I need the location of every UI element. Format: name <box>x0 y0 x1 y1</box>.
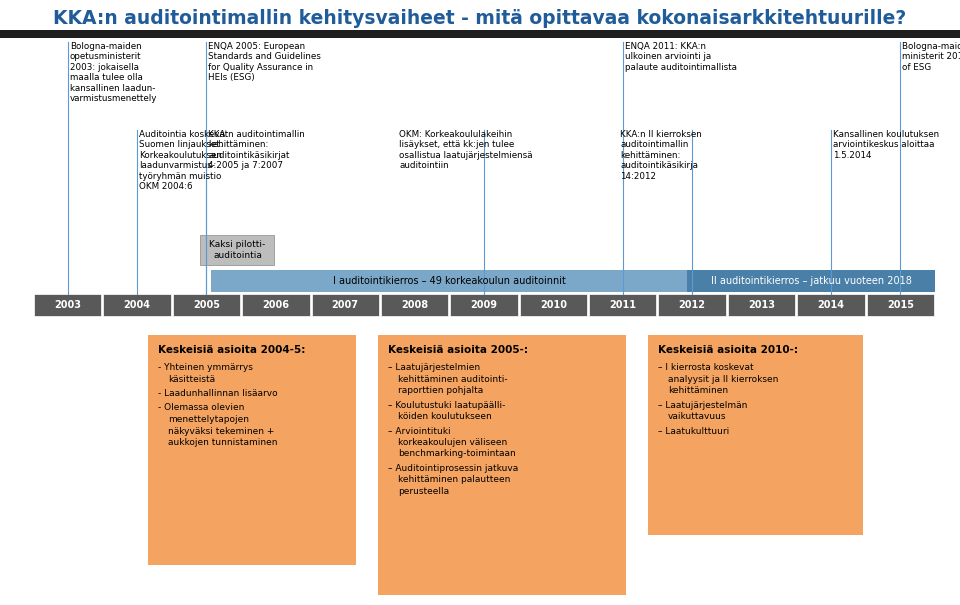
FancyBboxPatch shape <box>687 270 935 292</box>
Text: menettelytapojen: menettelytapojen <box>168 415 249 424</box>
Text: - Yhteinen ymmärrys: - Yhteinen ymmärrys <box>158 363 252 372</box>
Text: 2009: 2009 <box>470 300 497 310</box>
Text: analyysit ja II kierroksen: analyysit ja II kierroksen <box>668 374 779 384</box>
Text: ENQA 2011: KKA:n
ulkoinen arviointi ja
palaute auditointimallista: ENQA 2011: KKA:n ulkoinen arviointi ja p… <box>625 42 736 72</box>
Text: Keskeisiä asioita 2005-:: Keskeisiä asioita 2005-: <box>388 345 528 355</box>
Text: Keskeisiä asioita 2004-5:: Keskeisiä asioita 2004-5: <box>158 345 305 355</box>
Text: 2014: 2014 <box>817 300 845 310</box>
Text: – Laatujärjestelmän: – Laatujärjestelmän <box>658 401 748 410</box>
Text: 2015: 2015 <box>887 300 914 310</box>
FancyBboxPatch shape <box>312 294 379 316</box>
Text: Keskeisiä asioita 2010-:: Keskeisiä asioita 2010-: <box>658 345 798 355</box>
FancyBboxPatch shape <box>242 294 309 316</box>
Text: – I kierrosta koskevat: – I kierrosta koskevat <box>658 363 754 372</box>
Text: – Koulutustuki laatupäälli-: – Koulutustuki laatupäälli- <box>388 401 505 410</box>
Text: aukkojen tunnistaminen: aukkojen tunnistaminen <box>168 438 277 447</box>
Text: KKA:n auditointimallin
kehittäminen:
auditointikäsikirjat
4:2005 ja 7:2007: KKA:n auditointimallin kehittäminen: aud… <box>208 130 305 170</box>
FancyBboxPatch shape <box>589 294 657 316</box>
FancyBboxPatch shape <box>519 294 588 316</box>
FancyBboxPatch shape <box>659 294 726 316</box>
Text: näkyväksi tekeminen +: näkyväksi tekeminen + <box>168 427 275 436</box>
Text: vaikuttavuus: vaikuttavuus <box>668 412 727 421</box>
Text: - Olemassa olevien: - Olemassa olevien <box>158 404 245 413</box>
Text: benchmarking-toimintaan: benchmarking-toimintaan <box>398 450 516 459</box>
Text: 2003: 2003 <box>54 300 82 310</box>
Text: korkeakoulujen väliseen: korkeakoulujen väliseen <box>398 438 507 447</box>
Text: Kaksi pilotti-
auditointia: Kaksi pilotti- auditointia <box>209 240 266 260</box>
Text: - Laadunhallinnan lisäarvo: - Laadunhallinnan lisäarvo <box>158 389 277 398</box>
Text: – Laatujärjestelmien: – Laatujärjestelmien <box>388 363 480 372</box>
FancyBboxPatch shape <box>867 294 934 316</box>
Text: 2010: 2010 <box>540 300 567 310</box>
Text: 2007: 2007 <box>332 300 359 310</box>
Text: KKA:n II kierroksen
auditointimallin
kehittäminen:
auditointikäsikirja
14:2012: KKA:n II kierroksen auditointimallin keh… <box>620 130 702 181</box>
Text: I auditointikierros – 49 korkeakoulun auditoinnit: I auditointikierros – 49 korkeakoulun au… <box>333 276 565 286</box>
FancyBboxPatch shape <box>381 294 448 316</box>
FancyBboxPatch shape <box>797 294 865 316</box>
FancyBboxPatch shape <box>201 235 275 265</box>
Text: 2006: 2006 <box>262 300 289 310</box>
FancyBboxPatch shape <box>0 30 960 38</box>
FancyBboxPatch shape <box>648 335 863 535</box>
Text: kehittäminen: kehittäminen <box>668 386 728 395</box>
FancyBboxPatch shape <box>148 335 356 565</box>
Text: käsitteistä: käsitteistä <box>168 374 215 384</box>
FancyBboxPatch shape <box>450 294 517 316</box>
FancyBboxPatch shape <box>34 294 102 316</box>
Text: raporttien pohjalta: raporttien pohjalta <box>398 386 483 395</box>
FancyBboxPatch shape <box>378 335 626 595</box>
Text: 2004: 2004 <box>124 300 151 310</box>
Text: kehittäminen palautteen: kehittäminen palautteen <box>398 476 511 485</box>
Text: – Auditointiprosessin jatkuva: – Auditointiprosessin jatkuva <box>388 464 518 473</box>
Text: Kansallinen koulutuksen
arviointikeskus aloittaa
1.5.2014: Kansallinen koulutuksen arviointikeskus … <box>833 130 939 160</box>
Text: II auditointikierros – jatkuu vuoteen 2018: II auditointikierros – jatkuu vuoteen 20… <box>710 276 911 286</box>
Text: Bologna-maiden
opetusministerit
2003: jokaisella
maalla tulee olla
kansallinen l: Bologna-maiden opetusministerit 2003: jo… <box>70 42 157 103</box>
Text: Bologna-maiden opetus-
ministerit 2015: Revision
of ESG: Bologna-maiden opetus- ministerit 2015: … <box>902 42 960 72</box>
FancyBboxPatch shape <box>173 294 240 316</box>
Text: 2008: 2008 <box>401 300 428 310</box>
Text: Auditointia koskevat
Suomen linjaukset:
Korkeakoulutuksen
laadunvarmistus-
työry: Auditointia koskevat Suomen linjaukset: … <box>139 130 228 191</box>
Text: 2013: 2013 <box>748 300 775 310</box>
Text: 2011: 2011 <box>610 300 636 310</box>
Text: 2012: 2012 <box>679 300 706 310</box>
Text: 2005: 2005 <box>193 300 220 310</box>
Text: perusteella: perusteella <box>398 487 449 496</box>
Text: ENQA 2005: European
Standards and Guidelines
for Quality Assurance in
HEIs (ESG): ENQA 2005: European Standards and Guidel… <box>208 42 322 82</box>
FancyBboxPatch shape <box>211 270 687 292</box>
Text: – Arviointituki: – Arviointituki <box>388 427 450 436</box>
FancyBboxPatch shape <box>104 294 171 316</box>
Text: kehittäminen auditointi-: kehittäminen auditointi- <box>398 374 508 384</box>
Text: – Laatukulttuuri: – Laatukulttuuri <box>658 427 730 436</box>
FancyBboxPatch shape <box>728 294 795 316</box>
Text: köiden koulutukseen: köiden koulutukseen <box>398 412 492 421</box>
Text: OKM: Korkeakoululakeihin
lisäykset, että kk:jen tulee
osallistua laatujärjestelm: OKM: Korkeakoululakeihin lisäykset, että… <box>399 130 533 170</box>
Text: KKA:n auditointimallin kehitysvaiheet - mitä opittavaa kokonaisarkkitehtuurille?: KKA:n auditointimallin kehitysvaiheet - … <box>54 8 906 27</box>
